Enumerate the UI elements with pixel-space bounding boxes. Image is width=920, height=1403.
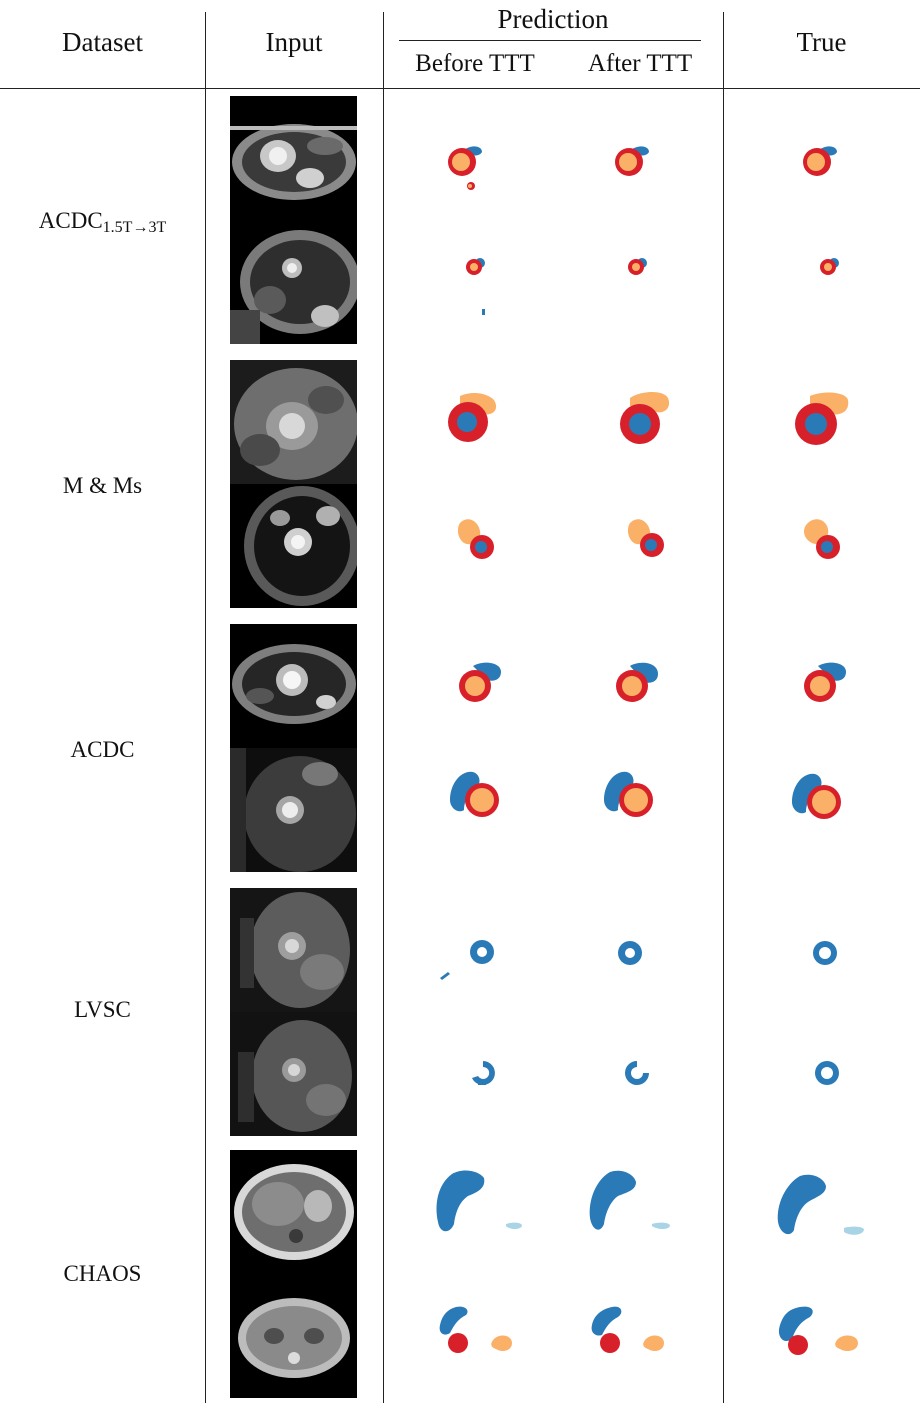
- segmentation-mask: [439, 1306, 512, 1353]
- column-divider-3: [723, 12, 724, 1403]
- segmentation-mask: [777, 1174, 864, 1235]
- segmentation-mask: [615, 146, 649, 176]
- segmentation-mask: [472, 1061, 495, 1085]
- segmentation-mask: [591, 1306, 664, 1353]
- header-true: True: [796, 27, 847, 57]
- segmentation-mask: [436, 1170, 522, 1232]
- segmentation-mask: [616, 662, 658, 702]
- segmentation-mask: [627, 519, 664, 557]
- column-divider-2: [383, 12, 384, 1403]
- segmentation-mask: [625, 1061, 649, 1085]
- dataset-label-lvsc: LVSC: [74, 997, 131, 1022]
- mri-input-image: [230, 96, 357, 220]
- dataset-label-mms: M & Ms: [62, 473, 143, 498]
- segmentation-mask: [804, 519, 840, 559]
- dataset-subscript: 1.5T→3T: [102, 219, 167, 236]
- mri-input-image: [230, 888, 357, 1012]
- segmentation-mask: [778, 1306, 858, 1355]
- segmentation-mask: [604, 771, 653, 817]
- segmentation-mask: [589, 1170, 670, 1230]
- mri-input-image: [230, 360, 357, 484]
- segmentation-mask: [440, 940, 494, 980]
- segmentation-mask: [820, 258, 839, 275]
- segmentation-mask: [803, 146, 837, 176]
- segmentation-mask: [813, 941, 837, 965]
- segmentation-mask: [795, 392, 849, 445]
- header-rule: [0, 88, 920, 89]
- segmentation-mask: [466, 258, 485, 315]
- header-dataset: Dataset: [62, 27, 143, 57]
- segmentation-mask: [450, 771, 499, 817]
- segmentation-mask: [628, 258, 647, 275]
- segmentation-mask: [792, 773, 841, 819]
- segmentation-mask: [804, 662, 846, 702]
- mri-input-image: [230, 624, 357, 748]
- mri-input-image: [230, 1274, 357, 1398]
- header-before-ttt: Before TTT: [415, 50, 535, 77]
- header-input: Input: [265, 27, 323, 57]
- segmentation-mask: [815, 1061, 839, 1085]
- segmentation-mask: [618, 941, 642, 965]
- column-divider-1: [205, 12, 206, 1403]
- mri-input-image: [230, 1012, 357, 1136]
- header-prediction: Prediction: [497, 4, 609, 34]
- mri-input-image: [230, 484, 357, 608]
- segmentation-mask: [620, 392, 670, 444]
- mri-input-image: [230, 748, 357, 872]
- segmentation-mask: [457, 519, 494, 559]
- segmentation-mask: [459, 662, 501, 702]
- segmentation-mask: [448, 146, 482, 190]
- prediction-underline: [399, 40, 701, 41]
- dataset-label-chaos: CHAOS: [63, 1261, 142, 1286]
- dataset-label-acdc-field: ACDC1.5T→3T: [0, 208, 205, 237]
- mri-input-image: [230, 220, 357, 344]
- segmentation-mask: [448, 393, 497, 442]
- mri-input-image: [230, 1150, 357, 1274]
- dataset-name: ACDC: [38, 208, 103, 233]
- dataset-label-acdc: ACDC: [70, 737, 135, 762]
- header-after-ttt: After TTT: [587, 50, 693, 77]
